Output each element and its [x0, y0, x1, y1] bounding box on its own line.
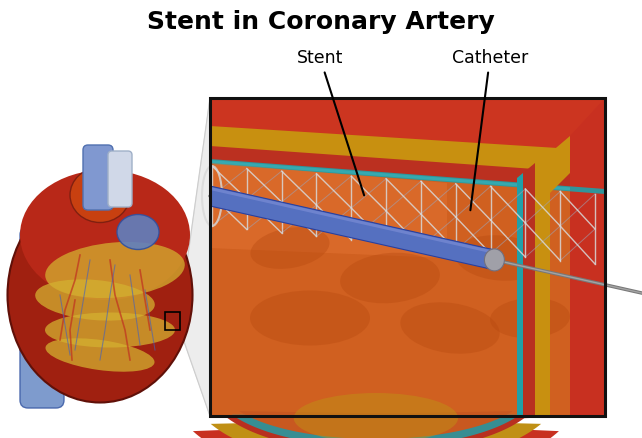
Ellipse shape [250, 290, 370, 346]
Polygon shape [211, 416, 560, 438]
Ellipse shape [455, 235, 545, 281]
Ellipse shape [250, 227, 329, 269]
Polygon shape [193, 416, 581, 438]
Polygon shape [210, 163, 447, 258]
Polygon shape [210, 98, 605, 153]
Ellipse shape [117, 215, 159, 250]
FancyBboxPatch shape [54, 234, 90, 366]
Ellipse shape [70, 167, 130, 223]
Polygon shape [570, 98, 605, 416]
Text: Guide
wire: Guide wire [0, 437, 1, 438]
Text: Stent: Stent [297, 49, 364, 195]
Bar [210, 98, 605, 416]
FancyBboxPatch shape [83, 145, 113, 210]
Polygon shape [210, 163, 605, 416]
Text: Catheter: Catheter [452, 49, 528, 210]
Bar [165, 312, 180, 330]
Polygon shape [210, 159, 605, 194]
Polygon shape [523, 163, 535, 416]
Polygon shape [210, 187, 494, 254]
Polygon shape [517, 173, 523, 416]
Polygon shape [239, 411, 532, 438]
FancyBboxPatch shape [108, 151, 132, 207]
Ellipse shape [340, 253, 440, 303]
Ellipse shape [401, 302, 499, 354]
Polygon shape [210, 126, 605, 176]
Ellipse shape [35, 279, 155, 321]
Ellipse shape [8, 187, 193, 403]
Ellipse shape [45, 312, 175, 347]
Polygon shape [210, 186, 494, 270]
Ellipse shape [46, 338, 155, 372]
Polygon shape [210, 146, 605, 190]
Ellipse shape [45, 242, 185, 298]
Polygon shape [180, 98, 210, 416]
Bar [210, 98, 605, 416]
Polygon shape [232, 415, 540, 438]
Polygon shape [227, 416, 546, 438]
Text: Stent in Coronary Artery: Stent in Coronary Artery [147, 10, 495, 34]
Ellipse shape [20, 170, 190, 300]
FancyBboxPatch shape [20, 227, 64, 408]
Polygon shape [550, 136, 570, 193]
Ellipse shape [485, 249, 505, 271]
Polygon shape [535, 153, 550, 416]
Ellipse shape [490, 298, 570, 338]
Ellipse shape [294, 393, 458, 438]
